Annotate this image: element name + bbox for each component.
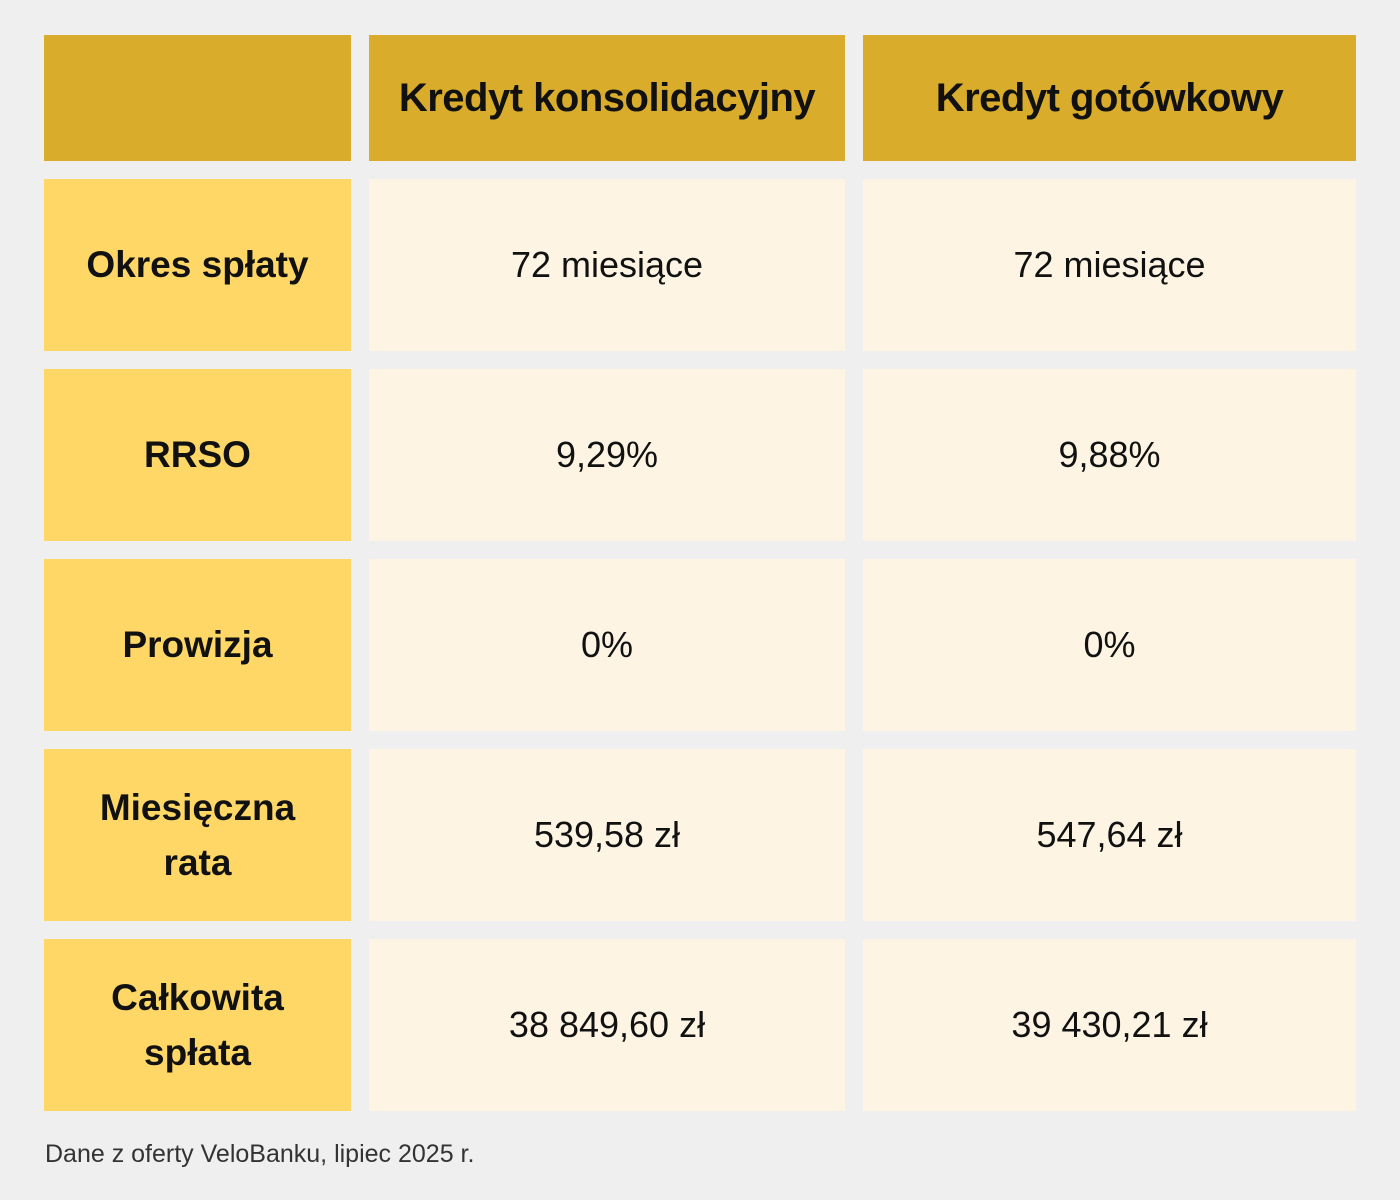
header-corner-cell (44, 35, 351, 161)
value-consolidation: 539,58 zł (369, 749, 845, 921)
source-footnote: Dane z oferty VeloBanku, lipiec 2025 r. (45, 1140, 475, 1168)
table-row: RRSO 9,29% 9,88% (44, 369, 1356, 541)
header-kredyt-gotowkowy: Kredyt gotówkowy (863, 35, 1356, 161)
row-label: RRSO (44, 369, 351, 541)
table-row: Okres spłaty 72 miesiące 72 miesiące (44, 179, 1356, 351)
value-cash-loan: 547,64 zł (863, 749, 1356, 921)
value-cash-loan: 39 430,21 zł (863, 939, 1356, 1111)
row-label: Całkowita spłata (44, 939, 351, 1111)
row-label: Prowizja (44, 559, 351, 731)
value-consolidation: 0% (369, 559, 845, 731)
value-cash-loan: 72 miesiące (863, 179, 1356, 351)
row-label: Miesięczna rata (44, 749, 351, 921)
table-row: Całkowita spłata 38 849,60 zł 39 430,21 … (44, 939, 1356, 1111)
value-consolidation: 9,29% (369, 369, 845, 541)
value-cash-loan: 0% (863, 559, 1356, 731)
table-row: Prowizja 0% 0% (44, 559, 1356, 731)
row-label: Okres spłaty (44, 179, 351, 351)
value-cash-loan: 9,88% (863, 369, 1356, 541)
table-row: Miesięczna rata 539,58 zł 547,64 zł (44, 749, 1356, 921)
table-header-row: Kredyt konsolidacyjny Kredyt gotówkowy (44, 35, 1356, 161)
header-kredyt-konsolidacyjny: Kredyt konsolidacyjny (369, 35, 845, 161)
value-consolidation: 72 miesiące (369, 179, 845, 351)
comparison-table: Kredyt konsolidacyjny Kredyt gotówkowy O… (44, 35, 1356, 1129)
value-consolidation: 38 849,60 zł (369, 939, 845, 1111)
